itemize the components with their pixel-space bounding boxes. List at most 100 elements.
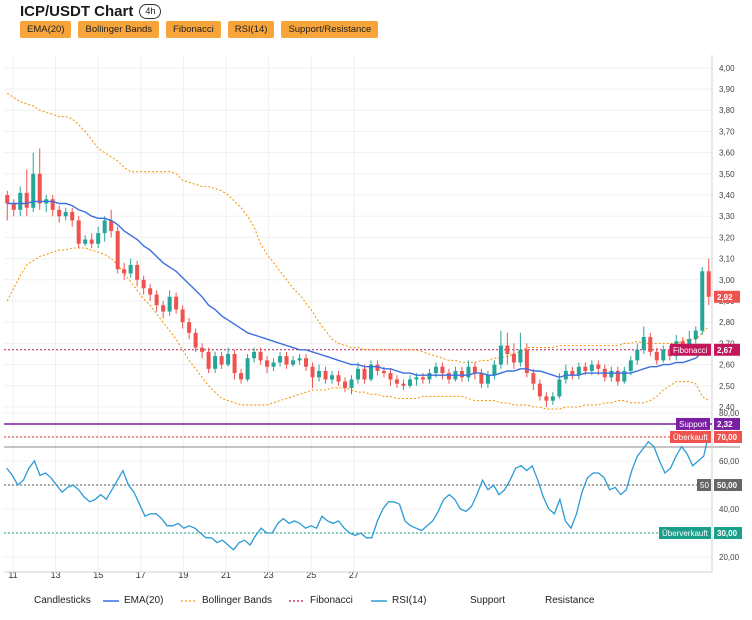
- candle-body: [485, 375, 490, 384]
- price-axis-tick: 3,90: [719, 85, 735, 94]
- chart-title: ICP/USDT Chart: [20, 3, 134, 20]
- candle-body: [446, 373, 451, 380]
- candle-body: [479, 373, 484, 384]
- fibonacci-indicator-button[interactable]: Fibonacci: [166, 21, 221, 38]
- time-axis-tick: 15: [93, 570, 103, 580]
- candle-body: [537, 383, 542, 397]
- candle-body: [291, 360, 296, 365]
- candle-body: [654, 351, 659, 361]
- rsi-indicator-button[interactable]: RSI(14): [227, 21, 275, 38]
- candle-body: [70, 211, 75, 221]
- legend-label: Support: [470, 595, 506, 606]
- candle-body: [544, 396, 549, 401]
- support-price-label-bg: [714, 417, 740, 430]
- price-axis-tick: 2,80: [719, 318, 735, 327]
- candle-body: [628, 360, 633, 371]
- price-axis-tick: 3,10: [719, 255, 735, 264]
- candle-body: [381, 370, 386, 374]
- rsi-line: [6, 432, 710, 551]
- candle-body: [122, 269, 127, 274]
- time-axis-tick: 19: [178, 570, 188, 580]
- legend-label: Fibonacci: [310, 595, 353, 606]
- candle-body: [427, 373, 432, 380]
- candle-body: [239, 373, 244, 380]
- candle-body: [96, 233, 101, 244]
- legend-item-ema[interactable]: EMA(20): [103, 595, 163, 606]
- midline-price-label: 50,00: [717, 481, 738, 490]
- candle-body: [11, 203, 16, 210]
- fibonacci-price-label-bg: [714, 343, 740, 356]
- price-chart[interactable]: 2,402,502,602,702,802,903,003,103,203,30…: [0, 0, 752, 592]
- candle-body: [102, 220, 107, 234]
- indicator-toolbar: EMA(20) Bollinger Bands Fibonacci RSI(14…: [20, 21, 379, 38]
- oversold-label: Überverkauft: [662, 529, 709, 538]
- candle-body: [115, 231, 120, 270]
- candle-body: [505, 345, 510, 354]
- candle-body: [407, 379, 412, 386]
- time-axis-tick: 11: [8, 570, 17, 580]
- price-axis-tick: 2,60: [719, 361, 735, 370]
- legend-item-support[interactable]: Support: [470, 595, 505, 606]
- candle-body: [200, 347, 205, 352]
- ema-indicator-button[interactable]: EMA(20): [20, 21, 72, 38]
- candle-body: [349, 379, 354, 388]
- candle-body: [271, 362, 276, 367]
- rsi-axis-tick: 20,00: [719, 553, 740, 562]
- ema-swatch-icon: [103, 599, 119, 602]
- bollinger-upper-band: [6, 92, 710, 364]
- midline-price-label-bg: [714, 479, 742, 491]
- price-axis-tick: 2,40: [719, 403, 735, 412]
- bollinger-swatch-icon: [181, 599, 197, 602]
- candle-body: [511, 354, 516, 363]
- support-price-label: 2,32: [717, 420, 733, 429]
- last-price-label: 2,92: [717, 293, 733, 302]
- time-axis-tick: 27: [349, 570, 359, 580]
- time-axis-tick: 13: [51, 570, 61, 580]
- candle-body: [135, 264, 140, 280]
- rsi-axis-tick: 60,00: [719, 457, 740, 466]
- legend-item-rsi[interactable]: RSI(14): [371, 595, 426, 606]
- price-axis-tick: 2,50: [719, 382, 735, 391]
- candle-body: [583, 366, 588, 371]
- candle-body: [317, 370, 322, 378]
- time-axis-tick: 21: [221, 570, 231, 580]
- candle-body: [472, 366, 477, 374]
- candle-body: [401, 383, 406, 386]
- candle-body: [414, 377, 419, 380]
- support-resistance-button[interactable]: Support/Resistance: [281, 21, 379, 38]
- legend-label: Resistance: [545, 595, 595, 606]
- time-axis-tick: 23: [264, 570, 274, 580]
- price-axis-tick: 3,00: [719, 276, 735, 285]
- candle-body: [576, 366, 581, 376]
- oversold-price-label: 30,00: [717, 529, 738, 538]
- candle-body: [420, 377, 425, 380]
- fibonacci-line-label: Fibonacci: [673, 346, 707, 355]
- last-price-label-bg: [714, 290, 740, 303]
- support-label-bg: [676, 417, 710, 430]
- candle-body: [148, 288, 153, 295]
- candle-body: [141, 279, 146, 289]
- midline-label-bg: [697, 479, 711, 491]
- price-axis-tick: 4,00: [719, 64, 735, 73]
- legend-label: EMA(20): [124, 595, 164, 606]
- candle-body: [154, 294, 159, 306]
- candle-body: [648, 337, 653, 352]
- legend-item-resistance[interactable]: Resistance: [545, 595, 594, 606]
- candle-body: [440, 366, 445, 374]
- candle-body: [641, 337, 646, 350]
- legend-item-fibonacci[interactable]: Fibonacci: [289, 595, 353, 606]
- candle-body: [492, 364, 497, 376]
- candle-body: [550, 396, 555, 401]
- candle-body: [622, 370, 627, 382]
- candle-body: [245, 358, 250, 380]
- price-axis-tick: 3,60: [719, 149, 735, 158]
- bollinger-indicator-button[interactable]: Bollinger Bands: [78, 21, 160, 38]
- overbought-price-label: 70,00: [717, 433, 738, 442]
- candle-body: [687, 339, 692, 348]
- legend-item-bollinger[interactable]: Bollinger Bands: [181, 595, 272, 606]
- time-axis-tick: 17: [136, 570, 146, 580]
- price-axis-tick: 3,80: [719, 106, 735, 115]
- candle-body: [18, 192, 23, 210]
- timeframe-badge[interactable]: 4h: [139, 4, 162, 19]
- legend-item-candlesticks[interactable]: Candlesticks: [34, 595, 91, 606]
